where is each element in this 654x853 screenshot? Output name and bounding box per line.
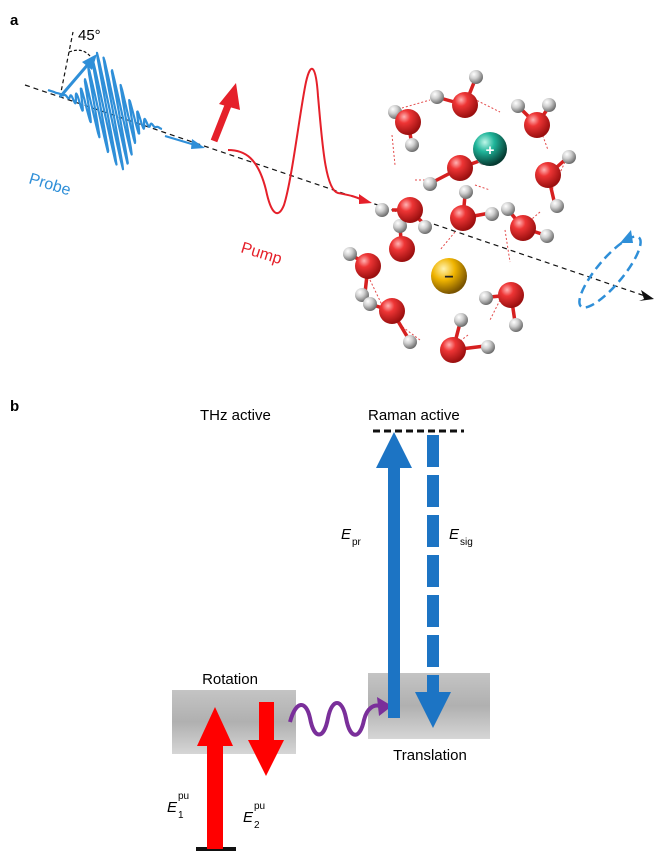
translation-label: Translation [393, 747, 467, 764]
svg-text:E: E [449, 526, 460, 543]
svg-text:E: E [341, 526, 352, 543]
coupling-arrowhead [377, 697, 392, 716]
svg-text:1: 1 [178, 810, 184, 821]
panel-a-label: a [10, 12, 19, 29]
svg-text:pu: pu [254, 801, 265, 812]
anion-symbol: − [444, 269, 453, 286]
e-sig-label: E sig [449, 526, 473, 548]
panel-b-label: b [10, 398, 19, 415]
probe-direction-arrowhead [191, 139, 205, 149]
probe-wave-packet [47, 51, 163, 171]
svg-text:sig: sig [460, 537, 473, 548]
probe-direction-arrow [164, 135, 196, 146]
pump-up-arrowhead [197, 707, 233, 746]
pump-up-arrow-shaft [207, 740, 223, 849]
svg-text:2: 2 [254, 820, 260, 831]
e1-pump-label: E 1 pu [167, 791, 189, 821]
probe-label: Probe [27, 171, 73, 200]
angle-arc [68, 49, 91, 57]
angle-label: 45° [78, 27, 101, 44]
rotation-label: Rotation [202, 671, 258, 688]
signal-polarization-arrowhead [620, 230, 633, 243]
pump-label: Pump [239, 240, 284, 269]
pump-down-arrow-shaft [259, 702, 274, 746]
raman-active-label: Raman active [368, 407, 460, 424]
svg-text:pu: pu [178, 791, 189, 802]
probe-up-arrow-shaft [388, 455, 400, 718]
anion-sphere [431, 258, 467, 294]
coupling-wavy-arrow [288, 701, 381, 737]
propagation-arrowhead [639, 290, 654, 301]
e2-pump-label: E 2 pu [243, 801, 265, 831]
signal-polarization-ellipse [578, 235, 642, 309]
svg-text:E: E [243, 809, 254, 826]
cation-sphere [473, 132, 507, 166]
pump-down-arrowhead [248, 740, 284, 776]
pump-direction-arrowhead [359, 194, 372, 204]
svg-text:pr: pr [352, 537, 362, 548]
thz-active-label: THz active [200, 407, 271, 424]
propagation-axis [24, 84, 649, 298]
probe-up-arrowhead [376, 432, 412, 468]
svg-text:E: E [167, 799, 178, 816]
pump-polarization-arrowhead [219, 83, 240, 110]
probe-polarization-arrow [58, 61, 92, 98]
pump-polarization-arrow [210, 101, 233, 143]
signal-down-arrowhead [415, 692, 451, 728]
cation-symbol: + [486, 142, 495, 159]
water-ion-cluster: + − [343, 70, 576, 363]
pump-thz-pulse [227, 67, 363, 215]
e-pr-label: E pr [341, 526, 362, 548]
